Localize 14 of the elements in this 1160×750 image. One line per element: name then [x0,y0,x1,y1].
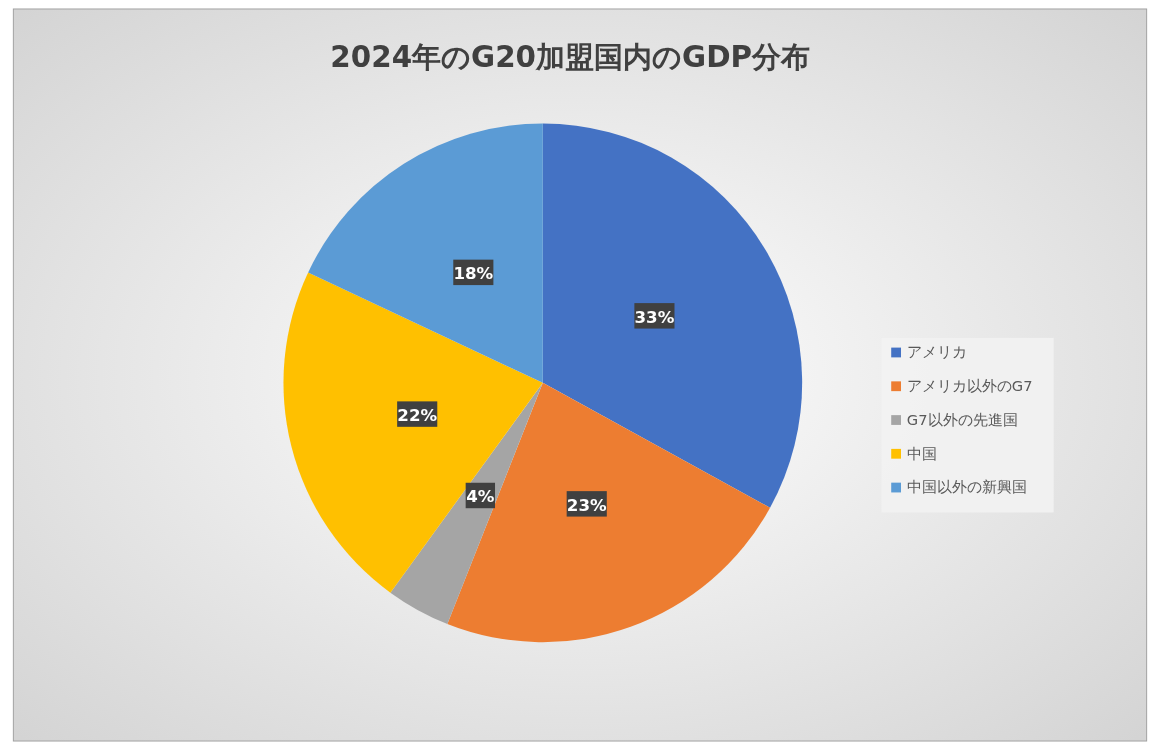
legend-label: G7以外の先進国 [906,410,1018,428]
legend-label: アメリカ以外のG7 [906,377,1033,395]
data-label: 33% [634,307,675,327]
legend-label: アメリカ [906,343,967,361]
data-label: 18% [453,264,494,284]
legend-label: 中国以外の新興国 [906,478,1027,496]
data-label: 4% [466,487,495,507]
pie-slice [447,382,771,643]
legend-label: 中国 [906,444,937,462]
data-label: 23% [566,495,607,515]
pie-slice [390,382,543,624]
pie-slice [308,123,543,383]
data-label: 22% [397,405,438,425]
chart-title: 2024年のG20加盟国内のGDP分布 [330,39,811,74]
